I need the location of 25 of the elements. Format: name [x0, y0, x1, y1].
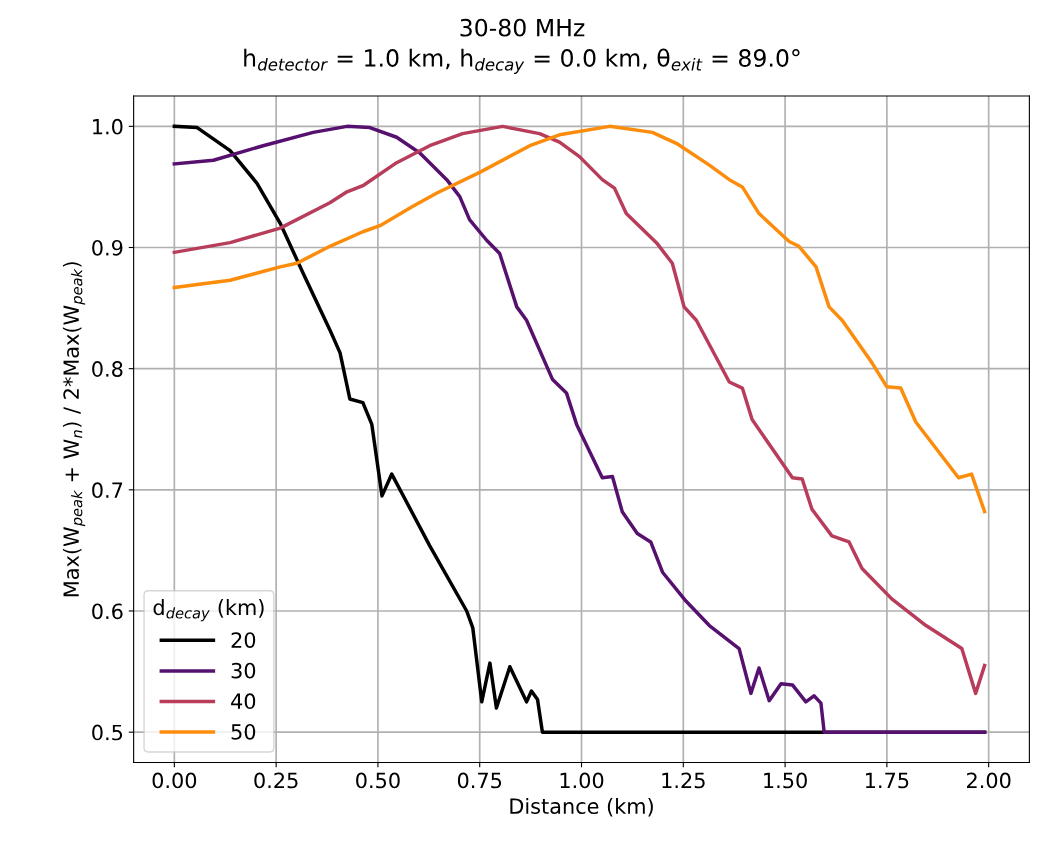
x-tick-label: 0.00 — [152, 772, 197, 789]
x-tick-label: 1.50 — [764, 772, 807, 789]
y-tick-label: 0.9 — [92, 239, 123, 256]
legend-label: 30 — [231, 662, 256, 679]
y-axis-title: Max(W$_{peak}$ + W$_{n}$) / 2*Max(W$_{peak}$) — [62, 262, 86, 597]
legend-label: 20 — [231, 632, 256, 648]
x-tick-label: 0.75 — [457, 772, 502, 789]
y-tick-label: 0.5 — [92, 724, 123, 741]
x-tick-label: 2.00 — [967, 772, 1011, 789]
x-tick-label: 1.25 — [662, 772, 705, 789]
x-tick-label: 0.50 — [356, 772, 400, 789]
y-tick-label: 1.0 — [93, 118, 123, 135]
y-tick-label: 0.8 — [92, 361, 123, 377]
chart-subtitle: h$_{detector}$ = 1.0 km, h$_{decay}$ = 0.0 km, θ$_{exit}$ = 89.0° — [244, 48, 800, 74]
line-series — [172, 124, 987, 514]
y-tick-label: 0.6 — [92, 603, 123, 620]
legend-title: d$_{decay}$ (km) — [153, 599, 264, 622]
chart-title: 30-80 MHz — [460, 18, 585, 37]
x-axis-title: Distance (km) — [510, 797, 653, 817]
legend-label: 50 — [231, 723, 256, 740]
y-tick-label: 0.7 — [92, 482, 123, 499]
legend-label: 40 — [231, 693, 256, 710]
x-tick-label: 1.00 — [560, 772, 604, 789]
x-tick-label: 1.75 — [865, 772, 909, 789]
x-tick-label: 0.25 — [254, 772, 298, 789]
